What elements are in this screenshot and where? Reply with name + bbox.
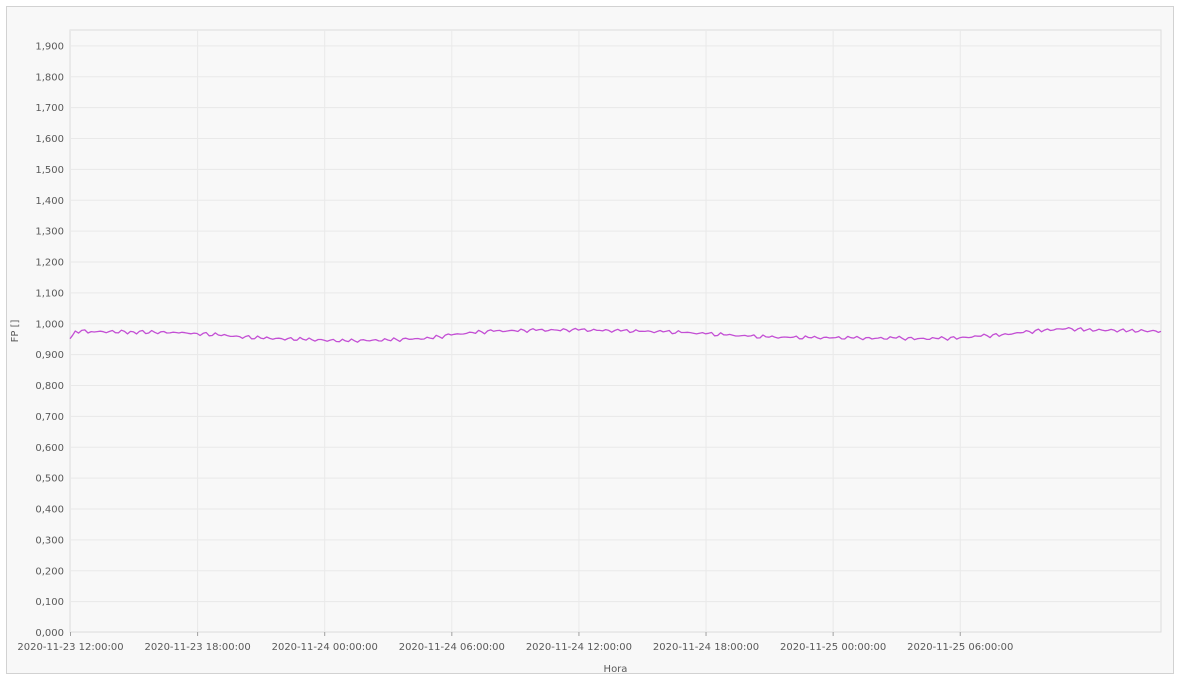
y-tick-label: 1,000 — [35, 319, 64, 330]
x-tick-label: 2020-11-23 12:00:00 — [17, 642, 123, 653]
series-line — [69, 326, 1162, 343]
x-tick-label: 2020-11-23 18:00:00 — [144, 642, 250, 653]
y-tick-label: 0,500 — [35, 474, 64, 485]
x-tick-label: 2020-11-25 00:00:00 — [780, 642, 886, 653]
y-tick-label: 1,500 — [35, 165, 64, 176]
x-tick-label: 2020-11-25 06:00:00 — [907, 642, 1013, 653]
y-tick-label: 0,400 — [35, 505, 64, 516]
y-tick-label: 1,100 — [35, 288, 64, 299]
y-tick-label: 0,900 — [35, 350, 64, 361]
y-tick-label: 0,000 — [35, 628, 64, 639]
plot-area — [69, 29, 1162, 633]
y-tick-label: 1,300 — [35, 227, 64, 238]
x-axis-title: Hora — [604, 664, 628, 675]
y-tick-label: 1,400 — [35, 196, 64, 207]
y-tick-label: 1,200 — [35, 258, 64, 269]
y-tick-label: 0,800 — [35, 381, 64, 392]
y-tick-label: 1,800 — [35, 72, 64, 83]
x-tick-label: 2020-11-24 12:00:00 — [526, 642, 632, 653]
y-tick-label: 1,600 — [35, 134, 64, 145]
y-axis-title: FP [] — [10, 320, 21, 343]
y-tick-label: 1,700 — [35, 103, 64, 114]
x-tick-label: 2020-11-24 06:00:00 — [399, 642, 505, 653]
y-tick-label: 0,600 — [35, 443, 64, 454]
y-tick-label: 0,200 — [35, 566, 64, 577]
y-tick-label: 0,300 — [35, 535, 64, 546]
y-tick-label: 1,900 — [35, 41, 64, 52]
y-tick-label: 0,100 — [35, 597, 64, 608]
x-tick-label: 2020-11-24 00:00:00 — [272, 642, 378, 653]
x-tick-label: 2020-11-24 18:00:00 — [653, 642, 759, 653]
y-tick-label: 0,700 — [35, 412, 64, 423]
